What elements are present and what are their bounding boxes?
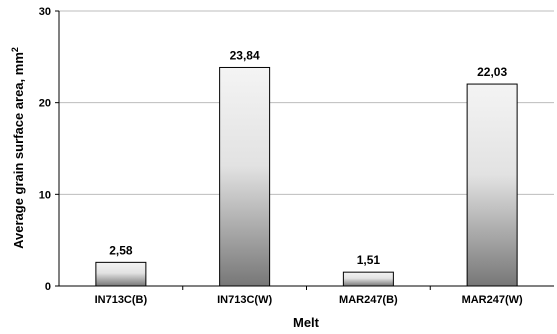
bar-value-label: 2,58: [109, 243, 133, 257]
axes: [55, 10, 554, 290]
bar-value-label: 22,03: [477, 65, 507, 79]
x-tick-label: IN713C(W): [217, 294, 272, 306]
y-tick-label: 30: [39, 6, 51, 18]
y-axis-title-text: Average grain surface area, mm: [11, 52, 26, 249]
bar: [466, 83, 518, 287]
x-tick-label: IN713C(B): [95, 294, 148, 306]
y-tick-label: 10: [39, 189, 51, 201]
bars: [95, 66, 518, 287]
labels: 0 10 20 30 2,58 IN713C(B) 23,84 IN713C(W) 1,51 MA…: [39, 6, 523, 306]
bar-value-label: 1,51: [357, 253, 381, 267]
y-tick-label: 20: [39, 98, 51, 110]
bar-value-label: 23,84: [230, 48, 260, 62]
bar: [95, 261, 147, 287]
x-axis-title: Melt: [293, 315, 320, 330]
bar: [219, 66, 271, 287]
y-axis-title: Average grain surface area, mm2: [10, 47, 26, 249]
y-axis-title-superscript: 2: [10, 47, 20, 52]
x-tick-label: MAR247(W): [462, 294, 523, 306]
x-tick-label: MAR247(B): [339, 294, 398, 306]
y-tick-label: 0: [45, 281, 51, 293]
bar: [342, 271, 394, 287]
